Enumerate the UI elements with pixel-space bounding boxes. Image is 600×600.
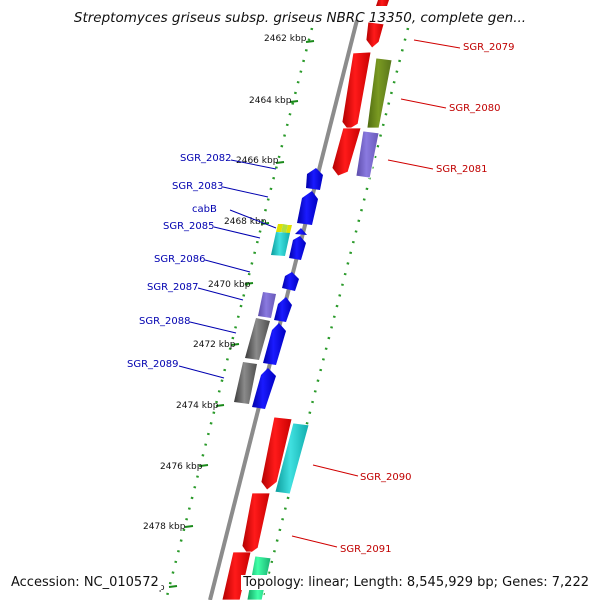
gene-sgr-2086[interactable] xyxy=(282,272,299,291)
gene-label[interactable]: cabB xyxy=(192,204,217,215)
gene-label[interactable]: SGR_2083 xyxy=(172,181,224,192)
gene-sgr-2088[interactable] xyxy=(263,323,286,365)
gene-label[interactable]: SGR_2089 xyxy=(127,359,179,370)
tick-mark xyxy=(244,282,254,285)
gene-label[interactable]: SGR_2087 xyxy=(147,282,199,293)
tick-mark xyxy=(305,40,315,43)
gene-label[interactable]: SGR_2081 xyxy=(436,164,488,175)
tick-mark xyxy=(230,343,240,346)
tick-label: 2476 kbp xyxy=(160,462,203,472)
leader-line xyxy=(213,226,261,239)
tick-mark xyxy=(168,585,178,588)
tick-mark xyxy=(199,464,209,467)
gene-sgr-2089[interactable] xyxy=(252,368,276,409)
gene-cabb[interactable] xyxy=(276,224,292,233)
forward-strand-genes xyxy=(221,0,393,600)
gene-sgr-2087b[interactable] xyxy=(274,297,292,322)
map-title: Streptomyces griseus subsp. griseus NBRC… xyxy=(73,10,527,26)
gene-label[interactable]: SGR_2088 xyxy=(139,316,191,327)
gene-sgr-2081[interactable] xyxy=(355,130,380,179)
gene-sgr-2092[interactable] xyxy=(221,551,252,600)
gene-sgr-2090a[interactable] xyxy=(260,416,293,491)
gene-label[interactable]: SGR_2086 xyxy=(154,254,206,265)
gene-sgr-2085[interactable] xyxy=(271,232,290,256)
gene-sgr-2087[interactable] xyxy=(258,292,276,318)
leader-line xyxy=(400,98,447,109)
tick-label: 2464 kbp xyxy=(249,96,292,106)
leader-line xyxy=(204,259,251,273)
tick-mark xyxy=(215,404,225,407)
tick-mark xyxy=(184,525,194,528)
leader-line xyxy=(229,209,277,229)
accession-text: Accession: NC_010572 xyxy=(9,575,161,590)
tick-label: 2462 kbp xyxy=(264,34,307,44)
gene-sgr-2082[interactable] xyxy=(306,168,323,190)
gene-label[interactable]: SGR_2080 xyxy=(449,103,501,114)
gene-sgr-2089g[interactable] xyxy=(234,362,257,404)
tick-label: 2472 kbp xyxy=(193,340,236,350)
leader-line xyxy=(413,39,461,49)
gene-sgr-2079[interactable] xyxy=(365,21,385,49)
genome-summary-text: Topology: linear; Length: 8,545,929 bp; … xyxy=(241,575,591,590)
inner-guide-track xyxy=(164,27,314,600)
gene-sgr-2081a[interactable] xyxy=(331,127,362,177)
reverse-strand-genes xyxy=(234,168,323,409)
gene-sgr-2080a[interactable] xyxy=(341,51,372,131)
tick-label: 2470 kbp xyxy=(208,280,251,290)
leader-line xyxy=(312,464,359,477)
gene-label[interactable]: SGR_2085 xyxy=(163,221,215,232)
leader-line xyxy=(230,159,277,170)
gene-label[interactable]: SGR_2090 xyxy=(360,472,412,483)
tick-mark xyxy=(275,161,285,164)
gene-sgr-2090[interactable] xyxy=(274,422,310,495)
scale-ticks: 2462 kbp 2464 kbp 2466 kbp 2468 kbp 2470… xyxy=(143,34,315,593)
leader-line xyxy=(291,535,338,548)
gene-sgr-2085b[interactable] xyxy=(289,236,306,260)
gene-sgr-2083[interactable] xyxy=(297,191,318,225)
tick-label: 2468 kbp xyxy=(224,217,267,227)
gene-label[interactable]: SGR_2082 xyxy=(180,153,232,164)
gene-sgr-2080[interactable] xyxy=(366,57,393,129)
label-leaders xyxy=(178,39,461,548)
leader-line xyxy=(197,287,244,301)
leader-line xyxy=(222,186,269,198)
gene-sgr-2091[interactable] xyxy=(241,492,271,556)
tick-label: 2478 kbp xyxy=(143,522,186,532)
leader-line xyxy=(387,159,434,170)
gene-sgr-2088g[interactable] xyxy=(245,318,270,360)
gene-sgr-2079b[interactable] xyxy=(376,0,389,6)
tick-label: 2466 kbp xyxy=(236,156,279,166)
gene-label[interactable]: SGR_2091 xyxy=(340,544,392,555)
leader-line xyxy=(189,321,237,334)
gene-label[interactable]: SGR_2079 xyxy=(463,42,515,53)
tick-label: 2474 kbp xyxy=(176,401,219,411)
leader-line xyxy=(178,365,225,379)
tick-mark xyxy=(289,100,299,103)
gene-sgr-2084[interactable] xyxy=(295,228,307,235)
gene-labels: SGR_2079 SGR_2080 SGR_2081 SGR_2082 SGR_… xyxy=(127,42,515,555)
